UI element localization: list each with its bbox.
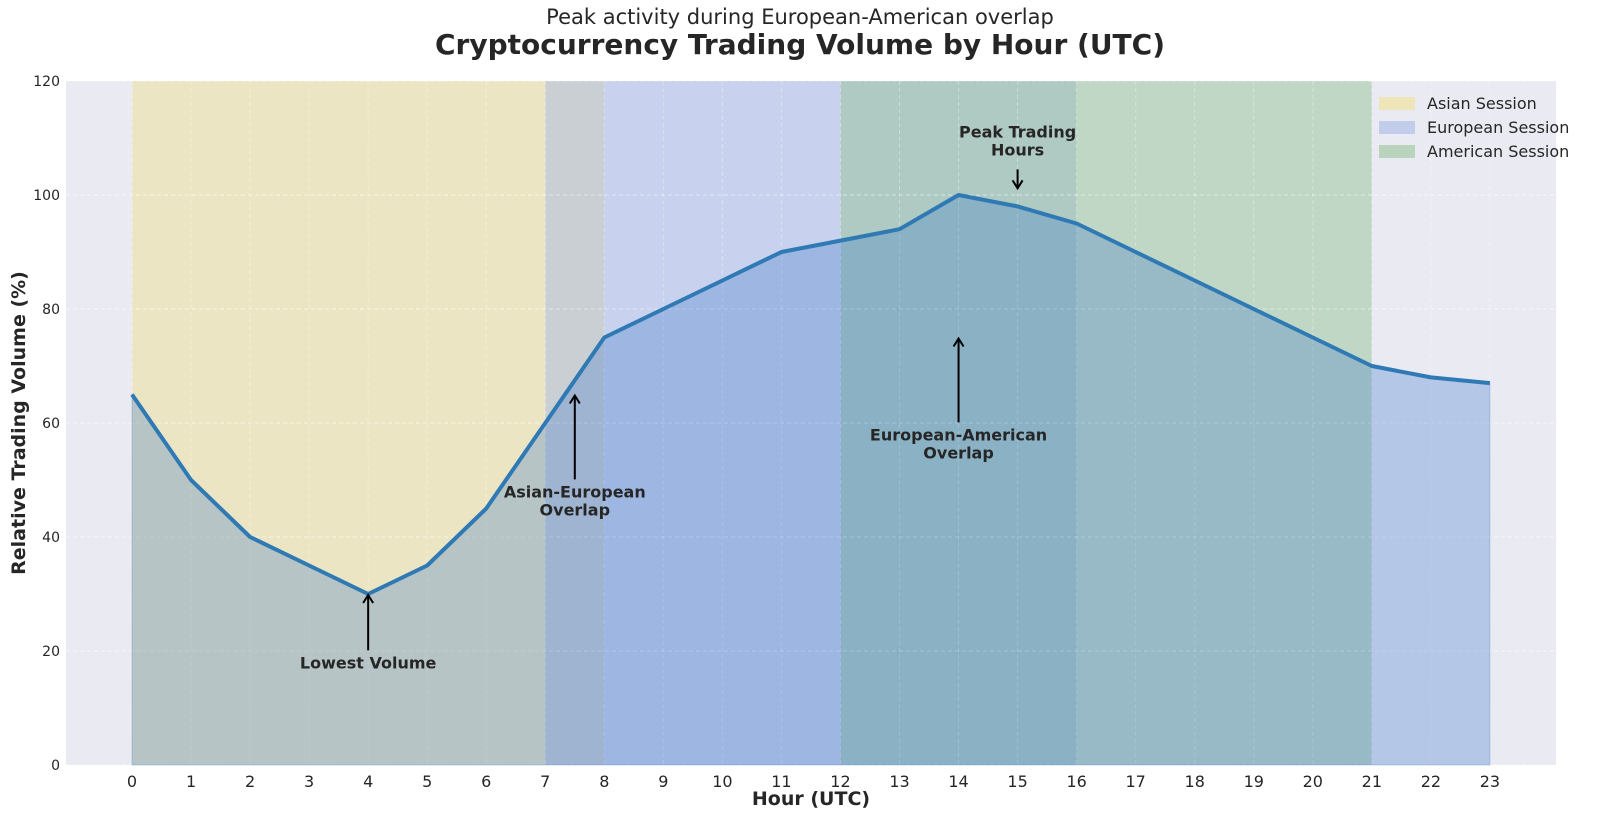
y-tick-label: 120: [33, 74, 60, 90]
legend-label: American Session: [1427, 142, 1569, 161]
x-tick-label: 13: [889, 772, 909, 791]
legend-label: European Session: [1427, 118, 1569, 137]
x-tick-label: 3: [304, 772, 314, 791]
x-tick-label: 6: [481, 772, 491, 791]
svg-text:Overlap: Overlap: [923, 443, 994, 462]
x-tick-label: 22: [1421, 772, 1441, 791]
x-axis-ticks: 0 1 2 3 4 5 6 7 8 9 10 11 12 13 14 15 16 17 18 19 20 21 22 23: [127, 772, 1500, 791]
gridlines: [66, 80, 1556, 766]
x-tick-label: 7: [540, 772, 550, 791]
y-tick-label: 0: [51, 758, 60, 774]
annotations: Lowest VolumeAsian-EuropeanOverlapEurope…: [300, 122, 1076, 672]
svg-text:European-American: European-American: [870, 425, 1047, 444]
y-tick-label: 80: [42, 302, 60, 318]
x-tick-label: 1: [186, 772, 196, 791]
x-tick-label: 0: [127, 772, 137, 791]
legend-swatch: [1379, 97, 1415, 110]
svg-text:Lowest Volume: Lowest Volume: [300, 653, 437, 672]
y-tick-label: 100: [33, 188, 60, 204]
y-axis-ticks: 0 20 40 60 80 100 120: [33, 74, 60, 774]
legend: Asian Session European Session American Se…: [1379, 94, 1569, 161]
svg-text:Asian-European: Asian-European: [504, 482, 646, 501]
x-tick-label: 15: [1007, 772, 1027, 791]
chart-subtitle: Peak activity during European-American o…: [546, 5, 1054, 29]
x-tick-label: 18: [1185, 772, 1205, 791]
x-tick-label: 19: [1244, 772, 1264, 791]
y-axis-label: Relative Trading Volume (%): [8, 271, 30, 575]
x-tick-label: 10: [712, 772, 732, 791]
x-tick-label: 9: [658, 772, 668, 791]
x-axis-label: Hour (UTC): [752, 788, 870, 810]
legend-swatch: [1379, 121, 1415, 134]
x-tick-label: 2: [245, 772, 255, 791]
y-tick-label: 60: [42, 416, 60, 432]
x-tick-label: 12: [830, 772, 850, 791]
x-tick-label: 16: [1066, 772, 1086, 791]
x-tick-label: 5: [422, 772, 432, 791]
svg-text:Overlap: Overlap: [540, 500, 611, 519]
x-tick-label: 23: [1480, 772, 1500, 791]
series-line: [130, 193, 1491, 596]
volume-line: [130, 193, 1491, 596]
legend-label: Asian Session: [1427, 94, 1537, 113]
svg-text:Hours: Hours: [991, 140, 1044, 159]
x-tick-label: 11: [771, 772, 791, 791]
y-tick-label: 40: [42, 530, 60, 546]
x-tick-label: 4: [363, 772, 373, 791]
x-tick-label: 21: [1362, 772, 1382, 791]
legend-swatch: [1379, 145, 1415, 158]
chart-title: Cryptocurrency Trading Volume by Hour (U…: [434, 28, 1166, 61]
x-tick-label: 20: [1303, 772, 1323, 791]
x-tick-label: 17: [1126, 772, 1146, 791]
x-tick-label: 8: [599, 772, 609, 791]
x-tick-label: 14: [948, 772, 968, 791]
svg-text:Peak Trading: Peak Trading: [959, 122, 1076, 141]
y-tick-label: 20: [42, 644, 60, 660]
annotation: Lowest Volume: [300, 593, 437, 672]
